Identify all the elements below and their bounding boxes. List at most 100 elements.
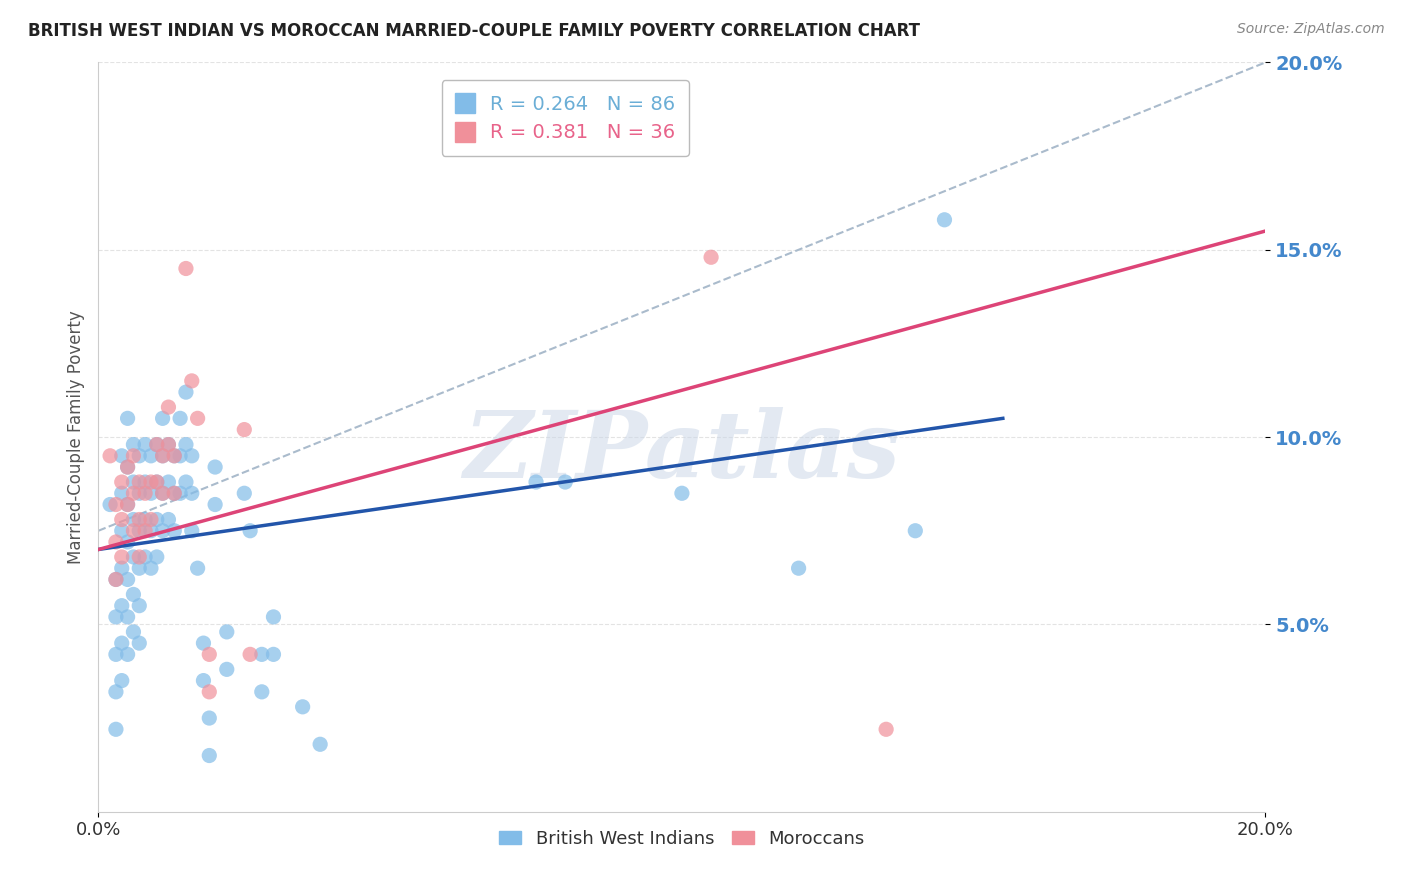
Point (187, 561, 209, 575)
Point (104, 685, 127, 699)
Point (152, 449, 174, 463)
Point (122, 624, 145, 639)
Text: Source: ZipAtlas.com: Source: ZipAtlas.com (1237, 22, 1385, 37)
Point (134, 437, 156, 451)
Point (139, 486, 162, 500)
Text: BRITISH WEST INDIAN VS MOROCCAN MARRIED-COUPLE FAMILY POVERTY CORRELATION CHART: BRITISH WEST INDIAN VS MOROCCAN MARRIED-… (28, 22, 920, 40)
Point (152, 449, 174, 463)
Point (128, 636, 150, 650)
Point (198, 748, 221, 763)
Point (524, 475, 547, 489)
Point (239, 524, 262, 538)
Point (128, 599, 150, 613)
Point (111, 636, 134, 650)
Point (233, 423, 256, 437)
Point (134, 549, 156, 564)
Point (139, 449, 162, 463)
Point (98, 498, 121, 512)
Point (152, 411, 174, 425)
Point (163, 524, 186, 538)
Point (128, 475, 150, 489)
Point (117, 498, 139, 512)
Point (128, 549, 150, 564)
Point (146, 437, 169, 451)
Point (122, 587, 145, 601)
Point (157, 475, 180, 489)
Point (204, 460, 226, 475)
Point (198, 685, 221, 699)
Point (169, 411, 191, 425)
Point (262, 610, 284, 624)
Point (174, 475, 197, 489)
Point (198, 711, 221, 725)
Point (104, 648, 127, 662)
Point (117, 498, 139, 512)
Point (700, 250, 723, 264)
Point (193, 673, 215, 688)
Point (250, 685, 273, 699)
Point (122, 512, 145, 526)
Point (152, 486, 174, 500)
Point (174, 385, 197, 400)
Point (139, 475, 162, 489)
Point (157, 400, 180, 414)
Point (117, 648, 139, 662)
Point (122, 524, 145, 538)
Point (875, 723, 897, 737)
Point (152, 486, 174, 500)
Point (187, 411, 209, 425)
Point (122, 475, 145, 489)
Point (554, 475, 576, 489)
Point (139, 512, 162, 526)
Point (215, 624, 238, 639)
Point (146, 475, 169, 489)
Point (157, 437, 180, 451)
Point (111, 486, 134, 500)
Point (117, 411, 139, 425)
Point (146, 437, 169, 451)
Point (169, 449, 191, 463)
Point (104, 610, 127, 624)
Point (117, 460, 139, 475)
Point (671, 486, 693, 500)
Point (262, 648, 284, 662)
Point (122, 449, 145, 463)
Point (169, 486, 191, 500)
Point (215, 662, 238, 676)
Point (157, 437, 180, 451)
Point (104, 498, 127, 512)
Point (104, 535, 127, 549)
Point (146, 475, 169, 489)
Point (134, 475, 156, 489)
Point (111, 599, 134, 613)
Point (134, 512, 156, 526)
Point (180, 449, 202, 463)
Point (98, 449, 121, 463)
Point (128, 512, 150, 526)
Point (104, 573, 127, 587)
Point (111, 524, 134, 538)
Point (250, 648, 273, 662)
Point (111, 549, 134, 564)
Point (239, 648, 262, 662)
Point (128, 449, 150, 463)
Point (180, 486, 202, 500)
Point (163, 449, 186, 463)
Point (174, 261, 197, 276)
Y-axis label: Married-Couple Family Poverty: Married-Couple Family Poverty (66, 310, 84, 564)
Point (104, 573, 127, 587)
Point (291, 699, 314, 714)
Point (934, 212, 956, 227)
Point (139, 561, 162, 575)
Point (157, 512, 180, 526)
Point (163, 486, 186, 500)
Point (111, 512, 134, 526)
Point (111, 561, 134, 575)
Text: ZIPatlas: ZIPatlas (464, 407, 900, 497)
Point (117, 610, 139, 624)
Point (122, 437, 145, 451)
Point (233, 486, 256, 500)
Point (122, 549, 145, 564)
Point (152, 524, 174, 538)
Point (134, 524, 156, 538)
